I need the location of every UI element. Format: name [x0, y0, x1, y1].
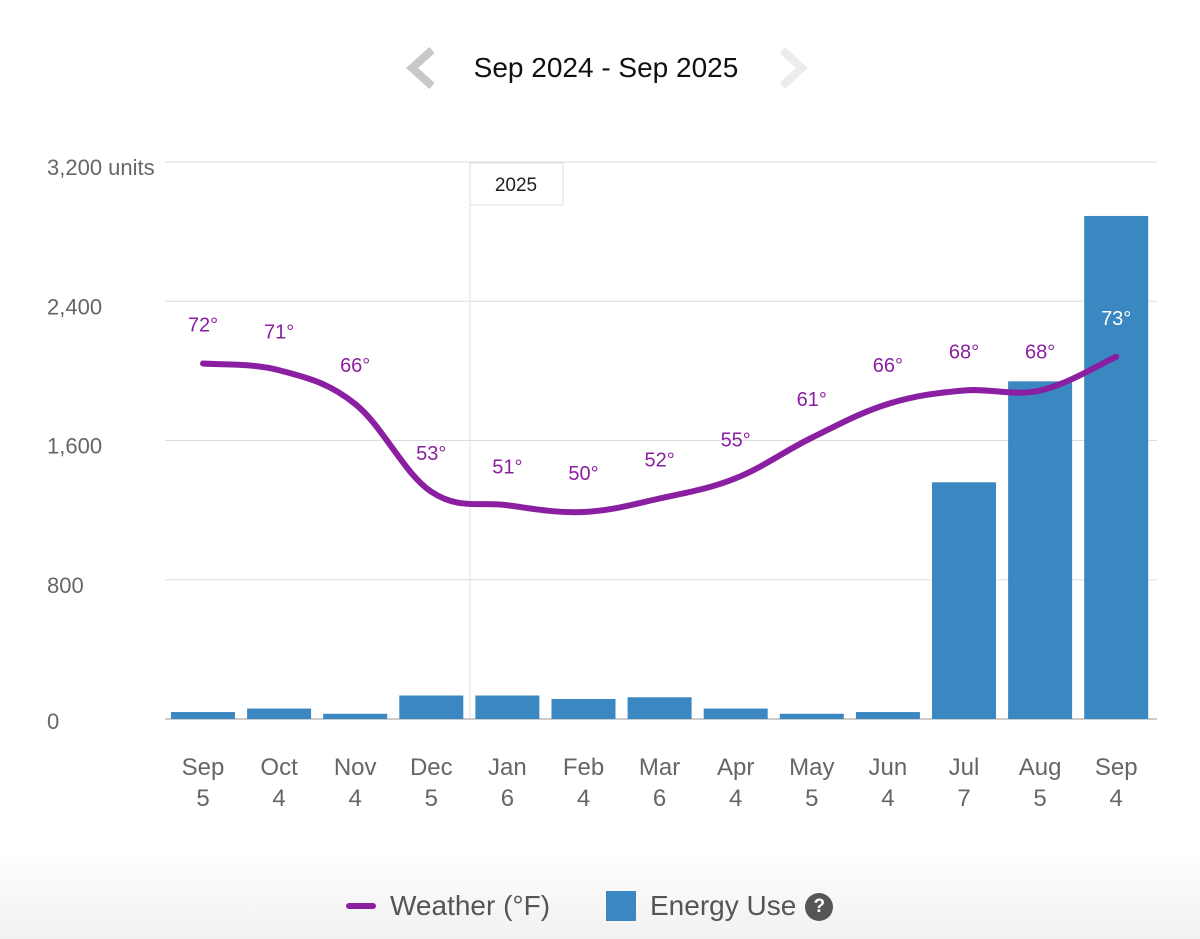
x-tick-day: 6	[501, 785, 514, 812]
x-tick-month: Aug	[1019, 754, 1062, 781]
y-tick-label: 800	[47, 573, 84, 598]
chevron-left-icon[interactable]	[402, 46, 442, 90]
x-tick-day: 5	[805, 785, 818, 812]
energy-bar[interactable]	[779, 713, 844, 719]
x-tick-month: Dec	[410, 754, 453, 781]
weather-label: 53°	[416, 443, 446, 465]
chart-plot: 2025 0 800 1,600 2,400 3,200 units 72° 71° 66°…	[47, 155, 1157, 812]
energy-bar[interactable]	[703, 708, 768, 719]
legend-energy-use[interactable]: Energy Use ?	[606, 884, 834, 928]
date-navigation: Sep 2024 - Sep 2025	[0, 40, 1200, 96]
weather-label: 52°	[644, 450, 674, 472]
energy-bar[interactable]	[627, 697, 692, 719]
year-marker-label: 2025	[495, 175, 537, 196]
weather-label: 55°	[721, 429, 751, 451]
energy-bars	[171, 215, 1149, 719]
weather-label: 72°	[188, 315, 218, 337]
energy-bar[interactable]	[323, 713, 388, 719]
x-tick-day: 5	[425, 785, 438, 812]
legend-weather-label: Weather (°F)	[390, 890, 551, 921]
x-tick-month: Sep	[182, 754, 225, 781]
x-tick-day: 4	[349, 785, 362, 812]
energy-bar[interactable]	[1084, 215, 1149, 719]
energy-bar[interactable]	[171, 712, 235, 719]
x-tick-day: 6	[653, 785, 666, 812]
y-axis: 0 800 1,600 2,400 3,200 units	[47, 155, 155, 734]
date-range-title: Sep 2024 - Sep 2025	[473, 52, 739, 83]
help-circle-icon[interactable]: ?	[805, 893, 834, 921]
weather-line-swatch	[346, 903, 376, 909]
chevron-right-icon[interactable]	[772, 46, 812, 90]
x-tick-month: Mar	[639, 754, 680, 781]
legend-background	[0, 850, 1200, 939]
x-tick-month: Nov	[334, 754, 377, 781]
energy-bar[interactable]	[1008, 381, 1073, 719]
energy-bar[interactable]	[247, 708, 312, 719]
x-tick-day: 4	[272, 785, 285, 812]
weather-line	[200, 353, 1120, 516]
x-tick-day: 5	[196, 785, 209, 812]
y-tick-label: 2,400	[47, 294, 102, 319]
weather-label: 68°	[1025, 342, 1055, 364]
weather-label: 66°	[340, 355, 370, 377]
chart-legend: Weather (°F) Energy Use ?	[0, 884, 1200, 928]
x-tick-month: Feb	[563, 754, 604, 781]
x-axis: Sep 5 Oct 4 Nov 4 Dec 5 Jan 6 Feb 4 Mar 6 Apr 4 May 5 Jun 4…	[182, 754, 1138, 812]
weather-label: 51°	[492, 456, 522, 478]
year-marker: 2025	[469, 162, 564, 718]
y-tick-label: 3,200 units	[47, 155, 155, 180]
weather-label: 68°	[949, 342, 979, 364]
energy-bar[interactable]	[855, 712, 920, 719]
x-tick-month: Sep	[1095, 754, 1138, 781]
x-tick-day: 7	[957, 785, 970, 812]
weather-label: 61°	[797, 389, 827, 411]
weather-label: 50°	[568, 463, 598, 485]
legend-weather[interactable]: Weather (°F)	[346, 884, 550, 928]
x-tick-month: Jul	[949, 754, 980, 781]
x-tick-month: Oct	[260, 754, 298, 781]
energy-bar[interactable]	[475, 695, 540, 719]
weather-label: 73°	[1101, 308, 1131, 330]
x-tick-month: May	[789, 754, 834, 781]
x-tick-day: 4	[729, 785, 742, 812]
legend-energy-label: Energy Use	[650, 890, 797, 921]
weather-line-path	[200, 353, 1120, 516]
energy-bar[interactable]	[399, 695, 464, 719]
weather-labels: 72° 71° 66° 53° 51° 50° 52° 55° 61° 66° 68° 68° 73°	[188, 308, 1131, 485]
x-tick-day: 4	[881, 785, 894, 812]
x-tick-month: Apr	[717, 754, 754, 781]
x-tick-month: Jan	[488, 754, 527, 781]
x-tick-day: 5	[1033, 785, 1046, 812]
x-tick-month: Jun	[869, 754, 908, 781]
weather-label: 71°	[264, 321, 294, 343]
x-tick-day: 4	[577, 785, 590, 812]
x-tick-day: 4	[1110, 785, 1123, 812]
y-tick-label: 0	[47, 709, 59, 734]
weather-label: 66°	[873, 355, 903, 377]
y-tick-label: 1,600	[47, 434, 102, 459]
year-marker-box	[469, 162, 564, 206]
energy-bar[interactable]	[932, 482, 996, 719]
energy-bar-swatch	[606, 891, 636, 921]
energy-bar[interactable]	[551, 698, 616, 719]
